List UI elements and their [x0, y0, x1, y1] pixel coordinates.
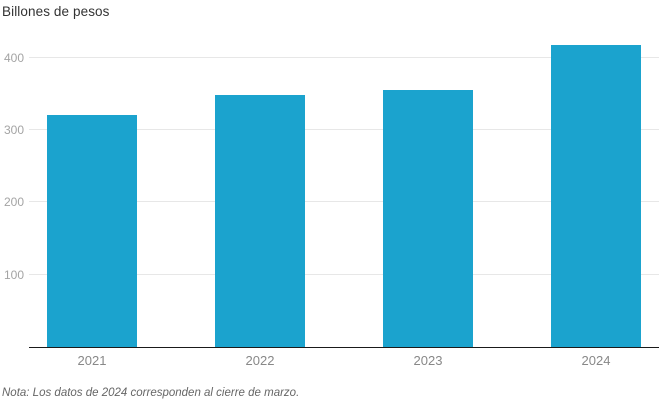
y-tick-label-100: 100 [3, 267, 24, 282]
y-tick-label-300: 300 [3, 122, 24, 137]
bar-2022 [215, 95, 305, 347]
chart-title: Billones de pesos [2, 4, 110, 19]
chart-note: Nota: Los datos de 2024 corresponden al … [2, 387, 300, 399]
gridline-300 [29, 128, 659, 130]
bar-2024 [551, 45, 641, 347]
bar-2021 [47, 115, 137, 347]
x-axis-labels: 2021 2022 2023 2024 [29, 348, 659, 368]
x-axis-label-2023: 2023 [413, 353, 443, 368]
x-axis-label-2022: 2022 [245, 353, 275, 368]
x-axis-label-2021: 2021 [77, 353, 107, 368]
gridline-400 [29, 56, 659, 58]
y-tick-label-400: 400 [3, 50, 24, 65]
y-tick-label-200: 200 [3, 195, 24, 210]
gridline-100 [29, 273, 659, 275]
x-axis-label-2024: 2024 [581, 353, 611, 368]
bars-layer [29, 30, 659, 347]
plot-area: 100 200 300 400 [4, 30, 659, 348]
gridline-200 [29, 201, 659, 203]
bar-2023 [383, 90, 473, 347]
